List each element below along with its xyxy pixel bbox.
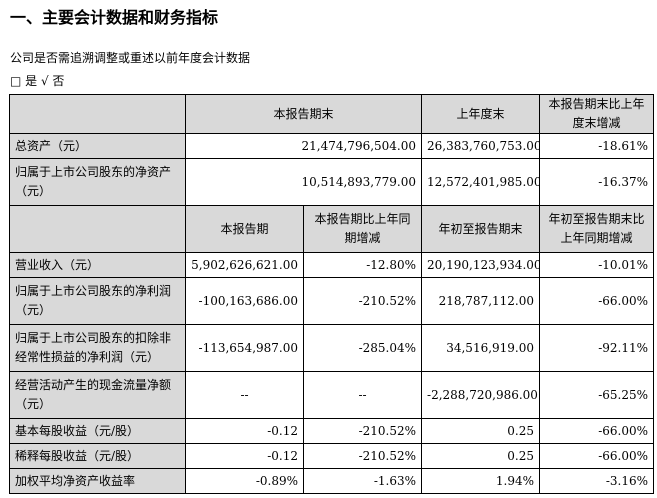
table-row: 归属于上市公司股东的扣除非经常性损益的净利润（元） -113,654,987.0… (9, 324, 655, 372)
header-current-period: 本报告期 (185, 205, 304, 253)
cell-value: -65.25% (539, 371, 655, 419)
table-row: 归属于上市公司股东的净利润（元） -100,163,686.00 -210.52… (9, 277, 655, 325)
table-row: 总资产（元） 21,474,796,504.00 26,383,760,753.… (9, 133, 655, 159)
cell-value: -0.12 (185, 443, 304, 469)
header-change-vs-year-end: 本报告期末比上年度末增减 (539, 94, 655, 134)
header-blank (9, 205, 186, 253)
cell-value: -113,654,987.00 (185, 324, 304, 372)
table-row: 归属于上市公司股东的净资产（元） 10,514,893,779.00 12,57… (9, 158, 655, 206)
cell-value: 0.25 (421, 418, 541, 444)
cell-value: -210.52% (302, 277, 423, 325)
cell-value: 20,190,123,934.00 (421, 252, 541, 278)
header-ytd-change: 年初至报告期末比上年同期增减 (539, 205, 655, 253)
table-row: 基本每股收益（元/股） -0.12 -210.52% 0.25 -66.00% (9, 418, 655, 444)
cell-value: -16.37% (539, 158, 655, 206)
cell-value: -1.63% (302, 468, 423, 494)
cell-value: 12,572,401,985.00 (421, 158, 541, 206)
restatement-choice: □ 是 √ 否 (10, 74, 65, 88)
table-row: 营业收入（元） 5,902,626,621.00 -12.80% 20,190,… (9, 252, 655, 278)
cell-value: 0.25 (421, 443, 541, 469)
cell-value: -- (302, 371, 423, 419)
table-row: 稀释每股收益（元/股） -0.12 -210.52% 0.25 -66.00% (9, 443, 655, 469)
cell-value: -3.16% (539, 468, 655, 494)
cell-value: 21,474,796,504.00 (184, 133, 423, 159)
cell-value: -92.11% (539, 324, 655, 372)
row-label-total-assets: 总资产（元） (9, 133, 186, 159)
cell-value: -10.01% (539, 252, 655, 278)
cell-value: -285.04% (302, 324, 423, 372)
table1-header-row: 本报告期末 上年度末 本报告期末比上年度末增减 (9, 94, 655, 134)
cell-value: -66.00% (539, 277, 655, 325)
cell-value: -- (185, 371, 304, 419)
financial-data-table: 本报告期末 上年度末 本报告期末比上年度末增减 总资产（元） 21,474,79… (9, 94, 655, 494)
cell-value: -100,163,686.00 (185, 277, 304, 325)
cell-value: -12.80% (302, 252, 423, 278)
row-label-operating-cash-flow: 经营活动产生的现金流量净额（元） (9, 371, 186, 419)
cell-value: -210.52% (302, 443, 423, 469)
header-period-end: 本报告期末 (184, 94, 423, 134)
cell-value: 218,787,112.00 (421, 277, 541, 325)
header-ytd: 年初至报告期末 (421, 205, 541, 253)
header-current-period-change: 本报告期比上年同期增减 (302, 205, 423, 253)
header-prior-year-end: 上年度末 (421, 94, 541, 134)
row-label-basic-eps: 基本每股收益（元/股） (9, 418, 186, 444)
row-label-diluted-eps: 稀释每股收益（元/股） (9, 443, 186, 469)
cell-value: 10,514,893,779.00 (184, 158, 423, 206)
row-label-net-profit: 归属于上市公司股东的净利润（元） (9, 277, 186, 325)
cell-value: -0.12 (185, 418, 304, 444)
table-row: 经营活动产生的现金流量净额（元） -- -- -2,288,720,986.00… (9, 371, 655, 419)
table-row: 加权平均净资产收益率 -0.89% -1.63% 1.94% -3.16% (9, 468, 655, 494)
restatement-question: 公司是否需追溯调整或重述以前年度会计数据 (10, 51, 251, 65)
section-title: 一、主要会计数据和财务指标 (10, 8, 219, 27)
cell-value: -0.89% (185, 468, 304, 494)
header-blank (9, 94, 186, 134)
cell-value: -2,288,720,986.00 (421, 371, 541, 419)
row-label-net-assets: 归属于上市公司股东的净资产（元） (9, 158, 186, 206)
cell-value: -18.61% (539, 133, 655, 159)
cell-value: -210.52% (302, 418, 423, 444)
table2-header-row: 本报告期 本报告期比上年同期增减 年初至报告期末 年初至报告期末比上年同期增减 (9, 205, 655, 253)
cell-value: -66.00% (539, 418, 655, 444)
cell-value: 34,516,919.00 (421, 324, 541, 372)
row-label-net-profit-excl-nonrecurring: 归属于上市公司股东的扣除非经常性损益的净利润（元） (9, 324, 186, 372)
row-label-weighted-roe: 加权平均净资产收益率 (9, 468, 186, 494)
cell-value: 26,383,760,753.00 (421, 133, 541, 159)
cell-value: 1.94% (421, 468, 541, 494)
cell-value: -66.00% (539, 443, 655, 469)
cell-value: 5,902,626,621.00 (185, 252, 304, 278)
row-label-revenue: 营业收入（元） (9, 252, 186, 278)
